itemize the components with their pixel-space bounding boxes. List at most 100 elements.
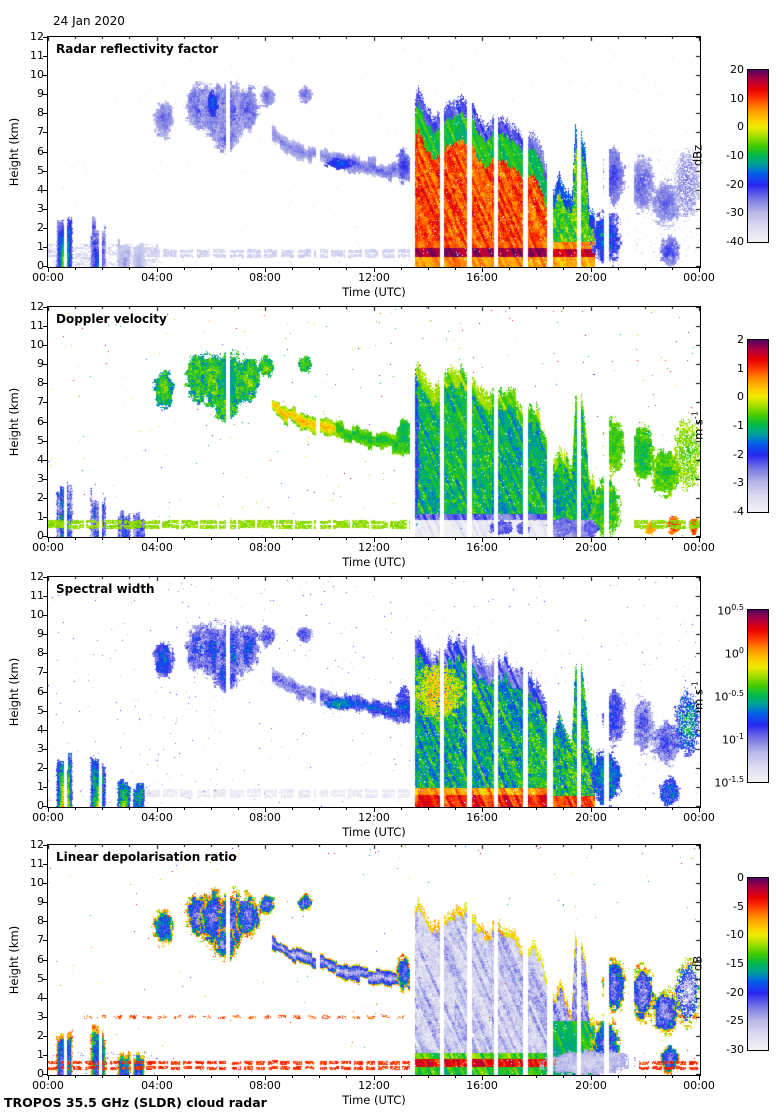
x-minor-tick-mark [346, 808, 347, 810]
x-tick-mark [699, 1076, 700, 1080]
x-minor-tick-mark [563, 1076, 564, 1078]
x-tick-label: 16:00 [466, 1079, 498, 1092]
heatmap-canvas-reflectivity [47, 36, 701, 268]
x-minor-tick-mark [672, 268, 673, 270]
x-minor-tick-mark [102, 1076, 103, 1078]
colorbar-tick-label: 10 [730, 92, 744, 105]
y-tick-mark [43, 577, 48, 578]
y-tick-mark [43, 383, 48, 384]
y-tick-label: 7 [37, 665, 44, 678]
y-tick-label: 3 [37, 202, 44, 215]
colorbar-tick-label: -25 [726, 1014, 744, 1027]
y-tick-label: 3 [37, 742, 44, 755]
y-tick-mark [43, 921, 48, 922]
y-tick-mark [43, 441, 48, 442]
x-tick-label: 00:00 [32, 271, 64, 284]
x-minor-tick-mark [428, 1076, 429, 1078]
x-minor-tick-mark [129, 268, 130, 270]
y-tick-mark [43, 209, 48, 210]
x-tick-label: 12:00 [358, 271, 390, 284]
y-tick-label: 9 [37, 87, 44, 100]
x-tick-mark [591, 1076, 592, 1080]
y-tick-mark [43, 979, 48, 980]
x-minor-tick-mark [509, 268, 510, 270]
y-tick-mark [43, 768, 48, 769]
colorbar-tick-label: -20 [726, 178, 744, 191]
x-minor-tick-mark [75, 1076, 76, 1078]
y-tick-mark [43, 247, 48, 248]
y-tick-label: 8 [37, 106, 44, 119]
x-minor-tick-mark [75, 268, 76, 270]
x-tick-mark [265, 808, 266, 812]
y-tick-label: 2 [37, 491, 44, 504]
colorbar-unit-label: dB [690, 955, 705, 972]
colorbar-tick-label: -4 [733, 505, 744, 518]
y-axis-label: Height (km) [7, 117, 21, 187]
x-axis-label: Time (UTC) [342, 555, 406, 569]
x-tick-label: 20:00 [575, 541, 607, 554]
y-tick-label: 7 [37, 125, 44, 138]
colorbar-tick-label: -30 [726, 1043, 744, 1056]
colorbar-tick-label: -10 [726, 149, 744, 162]
x-tick-label: 04:00 [141, 1079, 173, 1092]
x-tick-mark [48, 808, 49, 812]
x-minor-tick-mark [238, 1076, 239, 1078]
x-minor-tick-mark [211, 808, 212, 810]
x-minor-tick-mark [536, 268, 537, 270]
x-minor-tick-mark [618, 808, 619, 810]
y-tick-mark [43, 132, 48, 133]
x-axis-label: Time (UTC) [342, 825, 406, 839]
x-minor-tick-mark [672, 1076, 673, 1078]
colorbar-tick-label: -40 [726, 235, 744, 248]
x-minor-tick-mark [509, 1076, 510, 1078]
colorbar-tick-label: -1 [733, 419, 744, 432]
y-tick-label: 6 [37, 953, 44, 966]
colorbar-tick-label: -15 [726, 957, 744, 970]
y-tick-mark [43, 596, 48, 597]
y-tick-mark [43, 653, 48, 654]
x-minor-tick-mark [645, 268, 646, 270]
y-tick-label: 1 [37, 1048, 44, 1061]
x-tick-mark [374, 808, 375, 812]
x-minor-tick-mark [102, 538, 103, 540]
x-tick-label: 00:00 [32, 811, 64, 824]
x-tick-label: 16:00 [466, 541, 498, 554]
x-minor-tick-mark [238, 538, 239, 540]
x-minor-tick-mark [536, 808, 537, 810]
y-tick-mark [43, 326, 48, 327]
x-tick-mark [374, 268, 375, 272]
x-tick-mark [374, 1076, 375, 1080]
x-tick-mark [482, 538, 483, 542]
x-minor-tick-mark [645, 808, 646, 810]
x-minor-tick-mark [428, 538, 429, 540]
colorbar-tick-label: 10-1 [722, 732, 744, 747]
x-minor-tick-mark [292, 538, 293, 540]
colorbar-tick-label: -30 [726, 206, 744, 219]
x-tick-label: 04:00 [141, 541, 173, 554]
x-tick-mark [157, 1076, 158, 1080]
y-tick-label: 7 [37, 933, 44, 946]
x-tick-mark [699, 538, 700, 542]
y-tick-label: 5 [37, 434, 44, 447]
y-tick-mark [43, 1055, 48, 1056]
y-tick-mark [43, 940, 48, 941]
x-tick-label: 08:00 [249, 541, 281, 554]
x-minor-tick-mark [211, 268, 212, 270]
y-tick-mark [43, 1074, 48, 1075]
x-minor-tick-mark [129, 1076, 130, 1078]
y-tick-mark [43, 266, 48, 267]
x-axis-label: Time (UTC) [342, 285, 406, 299]
x-minor-tick-mark [102, 268, 103, 270]
y-tick-mark [43, 864, 48, 865]
y-tick-mark [43, 75, 48, 76]
x-minor-tick-mark [401, 538, 402, 540]
x-minor-tick-mark [672, 538, 673, 540]
x-minor-tick-mark [563, 538, 564, 540]
heatmap-canvas-spectral-width [47, 576, 701, 808]
y-tick-label: 4 [37, 723, 44, 736]
colorbar-tick-label: -20 [726, 986, 744, 999]
y-tick-label: 8 [37, 646, 44, 659]
x-tick-label: 08:00 [249, 1079, 281, 1092]
x-minor-tick-mark [563, 808, 564, 810]
y-tick-mark [43, 37, 48, 38]
